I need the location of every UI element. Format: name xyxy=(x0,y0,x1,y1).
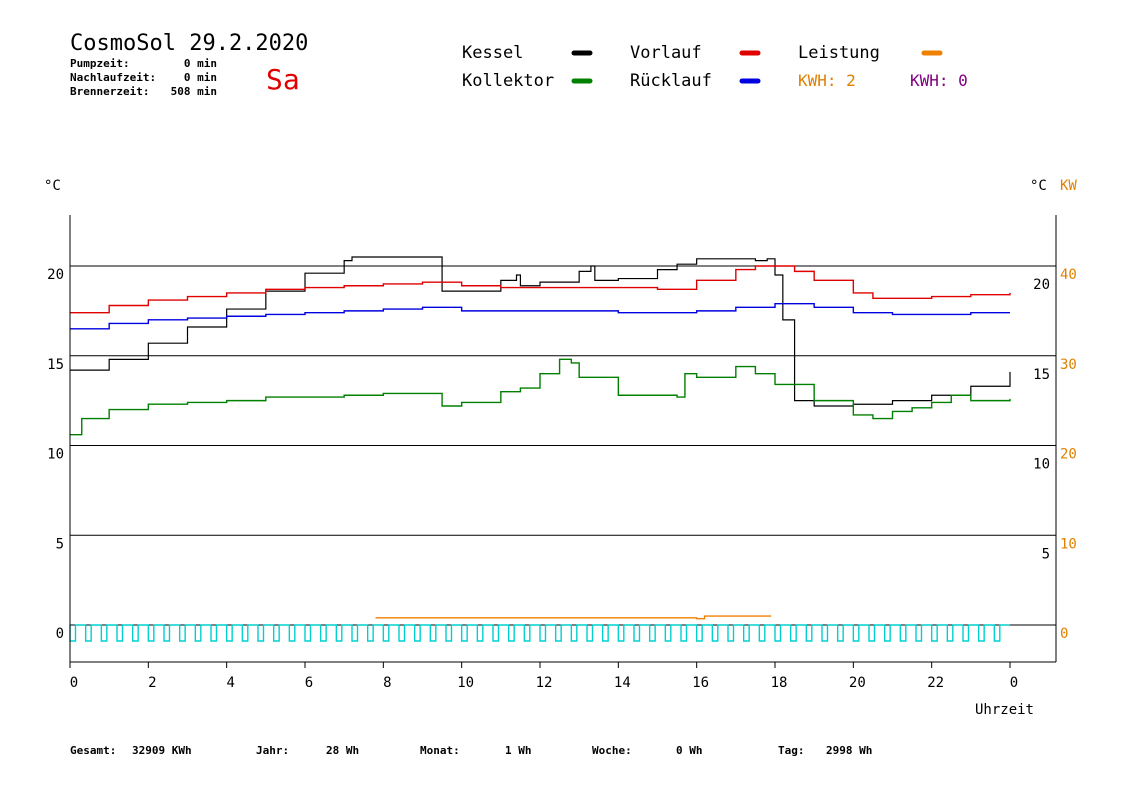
y-tick-right-c-15: 15 xyxy=(1033,367,1050,383)
x-tick-12: 0 xyxy=(1010,675,1018,691)
series-lines xyxy=(70,256,1011,620)
x-tick-5: 10 xyxy=(457,675,474,691)
series-rücklauf xyxy=(70,302,1010,330)
legend-kwh2: KWH: 0 xyxy=(910,71,968,90)
y-tick-right-kw-20: 20 xyxy=(1060,447,1077,463)
x-tick-labels: 0 2 4 6 8 10 12 14 16 18 20 22 0 xyxy=(69,662,1018,691)
right-axis-unit-celsius: °C xyxy=(1030,178,1047,194)
footer-tag-label: Tag: xyxy=(778,744,805,757)
legend-kessel-label: Kessel xyxy=(462,43,523,63)
x-tick-3: 6 xyxy=(305,675,313,691)
legend-kollektor-label: Kollektor xyxy=(462,71,554,91)
x-tick-7: 14 xyxy=(614,675,631,691)
legend-vorlauf-label: Vorlauf xyxy=(630,43,702,63)
pump-pulses xyxy=(69,624,1010,642)
footer-monat-value: 1 Wh xyxy=(505,744,532,757)
legend-kwh1: KWH: 2 xyxy=(798,71,856,90)
stat-nachlaufzeit-value: 0 min xyxy=(184,71,217,84)
y-tick-left-0: 0 xyxy=(56,626,64,642)
x-tick-8: 16 xyxy=(692,675,709,691)
footer-gesamt-value: 32909 KWh xyxy=(132,744,192,757)
series-kollektor xyxy=(70,358,1011,436)
y-tick-right-kw-10: 10 xyxy=(1060,536,1077,552)
legend-leistung-label: Leistung xyxy=(798,43,880,63)
footer-totals: Gesamt: 32909 KWh Jahr: 28 Wh Monat: 1 W… xyxy=(70,744,872,757)
series-vorlauf xyxy=(70,265,1011,314)
footer-jahr-label: Jahr: xyxy=(256,744,289,757)
left-axis-unit: °C xyxy=(44,178,61,194)
right-axis-unit-kw: KW xyxy=(1060,178,1077,194)
x-tick-2: 4 xyxy=(226,675,234,691)
x-axis-label: Uhrzeit xyxy=(975,702,1034,718)
series-leistung xyxy=(375,615,772,620)
y-tick-right-c-10: 10 xyxy=(1033,457,1050,473)
y-tick-right-kw-0: 0 xyxy=(1060,626,1068,642)
stat-pumpzeit-value: 0 min xyxy=(184,57,217,70)
x-tick-6: 12 xyxy=(536,675,553,691)
stats-block: Pumpzeit: 0 min Nachlaufzeit: 0 min Bren… xyxy=(70,57,217,98)
y-tick-right-c-5: 5 xyxy=(1042,546,1050,562)
x-tick-0: 0 xyxy=(70,675,78,691)
footer-monat-label: Monat: xyxy=(420,744,460,757)
grid xyxy=(70,265,1056,626)
footer-gesamt-label: Gesamt: xyxy=(70,744,116,757)
stat-brennerzeit-label: Brennerzeit: xyxy=(70,85,149,98)
y-tick-labels: 0 5 10 15 20 5 10 15 20 0 10 20 30 40 xyxy=(47,267,1077,642)
x-tick-10: 20 xyxy=(849,675,866,691)
y-tick-left-10: 10 xyxy=(47,447,64,463)
y-tick-right-kw-40: 40 xyxy=(1060,267,1077,283)
stat-nachlaufzeit-label: Nachlaufzeit: xyxy=(70,71,156,84)
legend-ruecklauf-label: Rücklauf xyxy=(630,71,712,91)
series-kessel xyxy=(70,256,1011,407)
x-tick-9: 18 xyxy=(771,675,788,691)
chart-title: CosmoSol 29.2.2020 xyxy=(70,31,308,56)
y-tick-left-15: 15 xyxy=(47,357,64,373)
x-tick-4: 8 xyxy=(383,675,391,691)
footer-tag-value: 2998 Wh xyxy=(826,744,872,757)
stat-brennerzeit-value: 508 min xyxy=(171,85,217,98)
x-tick-11: 22 xyxy=(927,675,944,691)
stat-pumpzeit-label: Pumpzeit: xyxy=(70,57,130,70)
y-tick-right-c-20: 20 xyxy=(1033,277,1050,293)
x-tick-1: 2 xyxy=(148,675,156,691)
y-tick-left-5: 5 xyxy=(56,536,64,552)
y-tick-left-20: 20 xyxy=(47,267,64,283)
y-tick-right-kw-30: 30 xyxy=(1060,357,1077,373)
footer-woche-label: Woche: xyxy=(592,744,632,757)
legend: Kessel Vorlauf Leistung Kollektor Rückla… xyxy=(462,43,968,91)
footer-jahr-value: 28 Wh xyxy=(326,744,359,757)
footer-woche-value: 0 Wh xyxy=(676,744,703,757)
day-label: Sa xyxy=(266,63,300,96)
pump-pulse-line xyxy=(69,624,1010,642)
